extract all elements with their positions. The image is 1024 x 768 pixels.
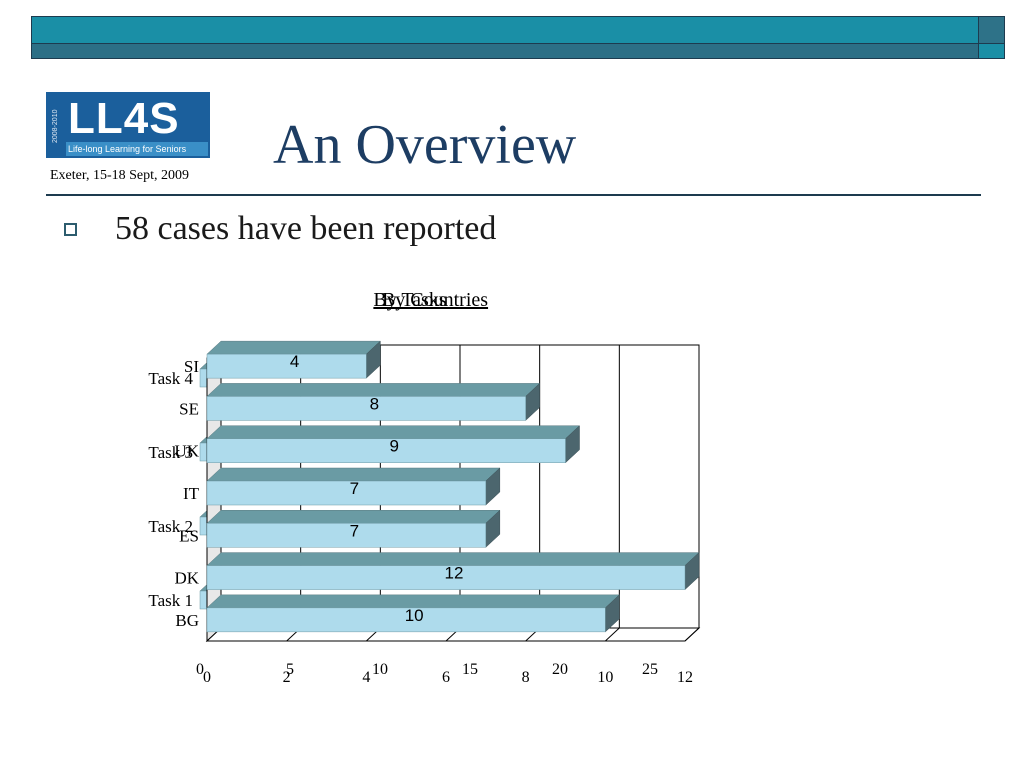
x-tick-label-1-1: 2 <box>283 669 291 686</box>
x-tick-label-0-0: 0 <box>196 661 204 678</box>
ll4s-logo: 2008-2010 LL4S Life-long Learning for Se… <box>46 92 210 158</box>
bar-value-label-1-3: 7 <box>350 479 359 498</box>
category-label-0-1: Task 2 <box>148 517 193 536</box>
category-label-0-2: Task 3 <box>148 443 193 462</box>
chart-floor-gridline-1-6 <box>684 627 700 642</box>
x-tick-label-1-2: 4 <box>362 669 370 686</box>
logo-subtitle: Life-long Learning for Seniors <box>68 144 187 154</box>
category-label-1-5: SE <box>179 399 199 418</box>
category-label-0-3: Task 4 <box>148 369 193 388</box>
category-label-1-2: ES <box>179 526 199 545</box>
x-tick-label-0-3: 15 <box>462 661 478 678</box>
category-label-1-1: DK <box>174 569 199 588</box>
category-label-1-3: IT <box>183 484 200 503</box>
bar-value-label-1-5: 8 <box>370 394 379 413</box>
event-caption: Exeter, 15-18 Sept, 2009 <box>50 168 190 183</box>
bar-1-1 <box>206 565 686 590</box>
bar-value-label-1-4: 9 <box>390 437 399 456</box>
x-tick-label-1-4: 8 <box>522 669 530 686</box>
x-tick-label-0-5: 25 <box>642 661 658 678</box>
x-tick-label-1-5: 10 <box>597 669 613 686</box>
bar-value-label-1-2: 7 <box>350 521 359 540</box>
bar-value-label-1-1: 12 <box>445 564 464 583</box>
category-label-1-6: SI <box>184 357 199 376</box>
bar-1-3 <box>206 480 487 506</box>
x-tick-label-0-1: 5 <box>286 661 294 678</box>
x-tick-label-0-4: 20 <box>552 661 568 678</box>
chart-title-1: By Countries <box>382 289 488 311</box>
logo-subtitle-band <box>66 142 208 156</box>
category-label-0-0: Task 1 <box>148 591 193 610</box>
chart-title-0: By Tasks <box>373 289 446 311</box>
x-tick-label-1-0: 0 <box>203 669 211 686</box>
x-tick-label-0-2: 10 <box>372 661 388 678</box>
logo-text: LL4S <box>68 94 180 143</box>
bar-1-2 <box>206 523 487 548</box>
bar-1-4 <box>206 438 566 463</box>
category-label-1-0: BG <box>175 611 199 630</box>
bullet-text: 58 cases have been reported <box>115 210 497 247</box>
x-tick-label-1-6: 12 <box>677 669 693 686</box>
header-corner-block-lower <box>978 43 1005 59</box>
bullet-square-icon <box>64 223 77 236</box>
bar-1-6 <box>206 353 367 379</box>
bar-value-label-1-6: 4 <box>290 352 299 371</box>
bar-1-0 <box>206 607 606 633</box>
category-label-1-4: UK <box>174 442 199 461</box>
x-tick-label-1-3: 6 <box>442 669 450 686</box>
chart-floor-gridline-1-5 <box>604 627 620 642</box>
page-title: An Overview <box>273 114 577 176</box>
bar-1-5 <box>206 396 526 421</box>
title-divider <box>46 194 981 196</box>
bar-value-label-1-0: 10 <box>405 606 424 625</box>
